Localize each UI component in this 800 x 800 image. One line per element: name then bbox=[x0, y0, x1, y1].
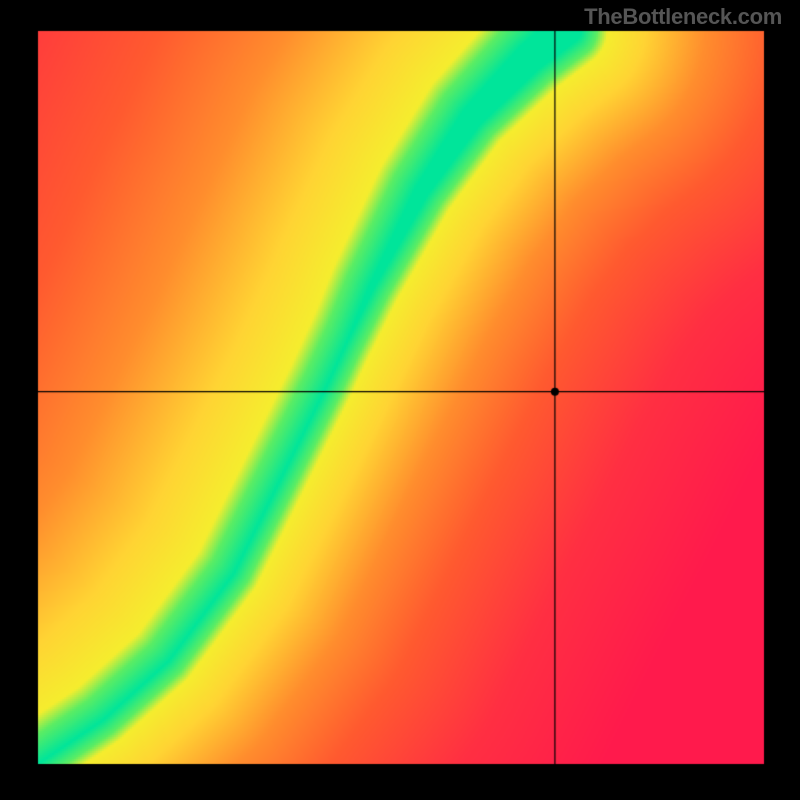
attribution-text: TheBottleneck.com bbox=[584, 4, 782, 30]
heatmap-canvas bbox=[0, 0, 800, 800]
chart-container: TheBottleneck.com bbox=[0, 0, 800, 800]
